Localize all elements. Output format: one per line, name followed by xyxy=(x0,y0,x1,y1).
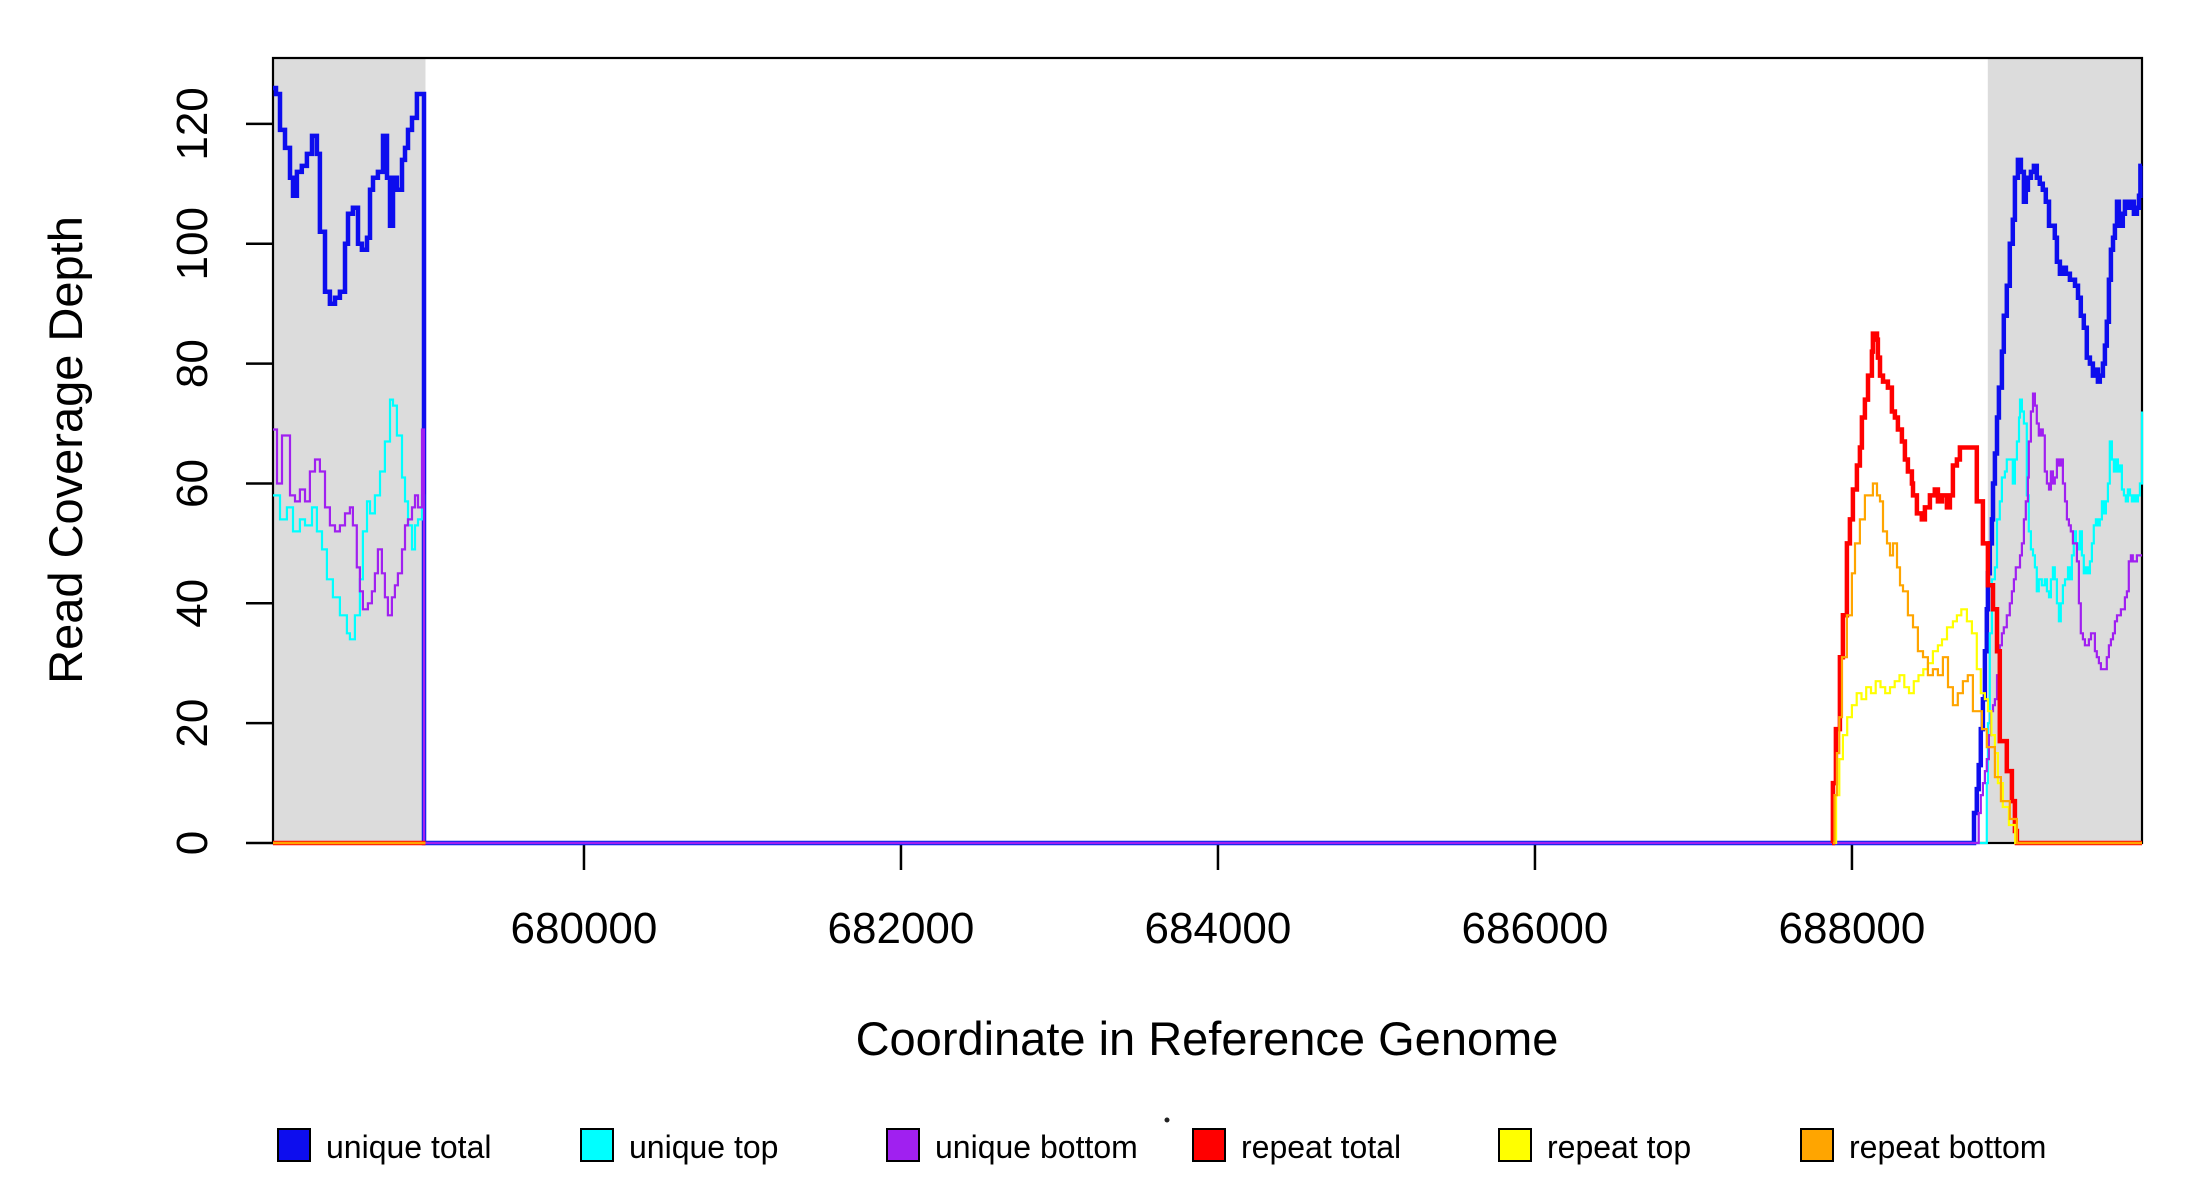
y-tick-label: 80 xyxy=(168,339,217,388)
legend-label-repeat-bottom: repeat bottom xyxy=(1849,1129,2046,1165)
legend-swatch-repeat-total xyxy=(1192,1128,1226,1162)
y-tick-label: 0 xyxy=(168,831,217,855)
series-line-repeat-bottom xyxy=(1832,482,2142,845)
legend-label-repeat-top: repeat top xyxy=(1547,1129,1691,1165)
series-line-unique-total xyxy=(273,85,2143,846)
series-line-repeat-total xyxy=(1830,331,2142,846)
legend-swatch-repeat-top xyxy=(1498,1128,1532,1162)
legend-swatch-unique-bottom xyxy=(886,1128,920,1162)
y-tick-label: 60 xyxy=(168,459,217,508)
x-tick-label: 680000 xyxy=(511,904,658,953)
x-axis-title: Coordinate in Reference Genome xyxy=(856,1012,1559,1065)
axes: 680000 682000 684000 686000 688000 0 20 40 60 80 1… xyxy=(168,56,2144,953)
legend-label-unique-top: unique top xyxy=(629,1129,778,1165)
legend-swatch-unique-top xyxy=(580,1128,614,1162)
legend-swatch-repeat-bottom xyxy=(1800,1128,1834,1162)
y-tick-label: 20 xyxy=(168,699,217,748)
data-series xyxy=(273,85,2144,846)
legend: unique total unique top unique bottom repea… xyxy=(277,1128,2046,1165)
series-line-unique-bottom xyxy=(273,392,2142,845)
x-tick-label: 682000 xyxy=(828,904,975,953)
x-tick-label: 686000 xyxy=(1462,904,1609,953)
y-tick-label: 120 xyxy=(168,87,217,160)
legend-label-repeat-total: repeat total xyxy=(1241,1129,1401,1165)
legend-label-unique-total: unique total xyxy=(326,1129,491,1165)
y-axis-title: Read Coverage Depth xyxy=(39,216,92,684)
legend-label-unique-bottom: unique bottom xyxy=(935,1129,1138,1165)
legend-swatch-unique-total xyxy=(277,1128,311,1162)
y-tick-label: 100 xyxy=(168,207,217,280)
shaded-region-2 xyxy=(1987,58,2142,843)
x-tick-label: 688000 xyxy=(1779,904,1926,953)
y-tick-label: 40 xyxy=(168,579,217,628)
series-line-unique-top xyxy=(273,398,2144,845)
series-line-repeat-top xyxy=(1833,608,2142,845)
x-tick-label: 684000 xyxy=(1145,904,1292,953)
stray-dot-mark xyxy=(1164,1117,1170,1123)
